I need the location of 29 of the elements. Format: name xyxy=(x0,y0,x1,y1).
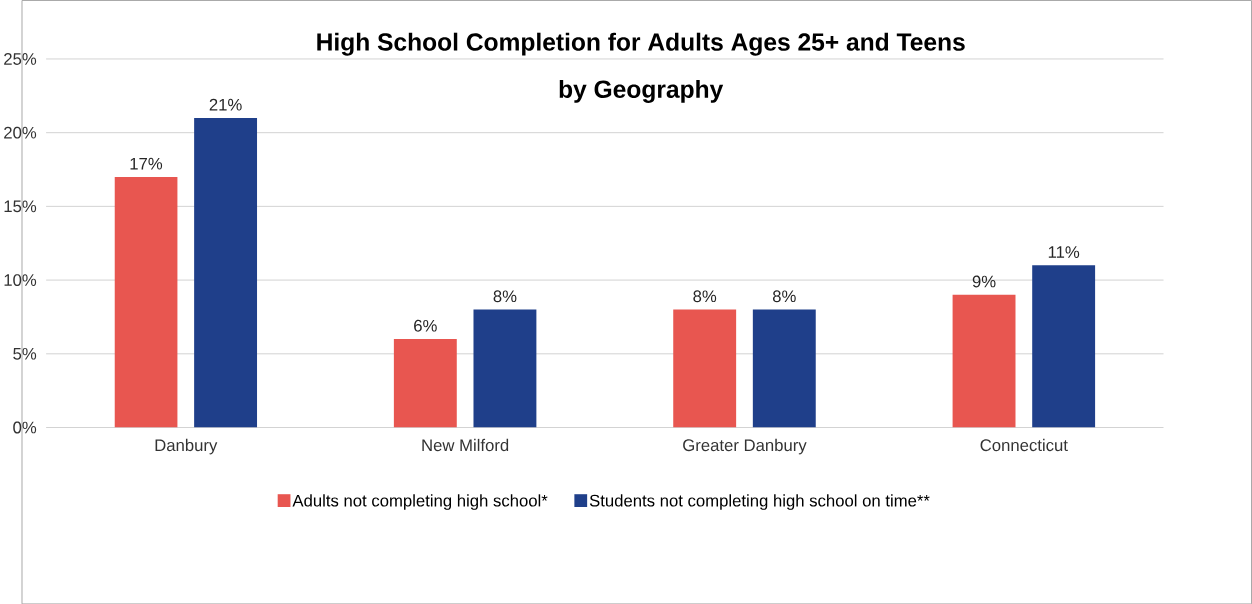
y-tick-label: 20% xyxy=(4,126,37,139)
bar xyxy=(952,294,1016,428)
data-label: 8% xyxy=(693,290,717,302)
y-tick-label: 0% xyxy=(13,421,37,434)
bar xyxy=(473,309,537,428)
y-tick-label: 10% xyxy=(4,273,37,286)
x-tick-label: Greater Danbury xyxy=(683,438,807,455)
x-tick-label: Danbury xyxy=(155,438,218,455)
y-tick-label: 5% xyxy=(13,347,37,360)
bar xyxy=(393,338,457,428)
bar xyxy=(752,309,816,428)
chart-title: High School Completion for Adults Ages 25+ and Teens by Geography xyxy=(317,32,965,103)
x-tick-label: New Milford xyxy=(422,438,509,451)
data-label: 8% xyxy=(772,290,796,302)
bar xyxy=(194,117,258,428)
x-tick-label: Connecticut xyxy=(980,438,1068,451)
bar xyxy=(673,309,737,428)
data-label: 9% xyxy=(972,275,996,288)
data-label: 6% xyxy=(414,319,437,332)
y-tick-label: 15% xyxy=(4,200,37,213)
data-label: 21% xyxy=(209,98,242,111)
data-label: 17% xyxy=(130,157,163,170)
data-label: 11% xyxy=(1048,246,1080,258)
bar xyxy=(114,176,178,428)
legend-label: Students not completing high school on time** xyxy=(589,494,930,510)
bar xyxy=(1032,265,1096,428)
data-label: 8% xyxy=(493,290,517,302)
legend-label: Adults not completing high school* xyxy=(292,494,548,510)
y-tick-label: 25% xyxy=(4,52,37,65)
